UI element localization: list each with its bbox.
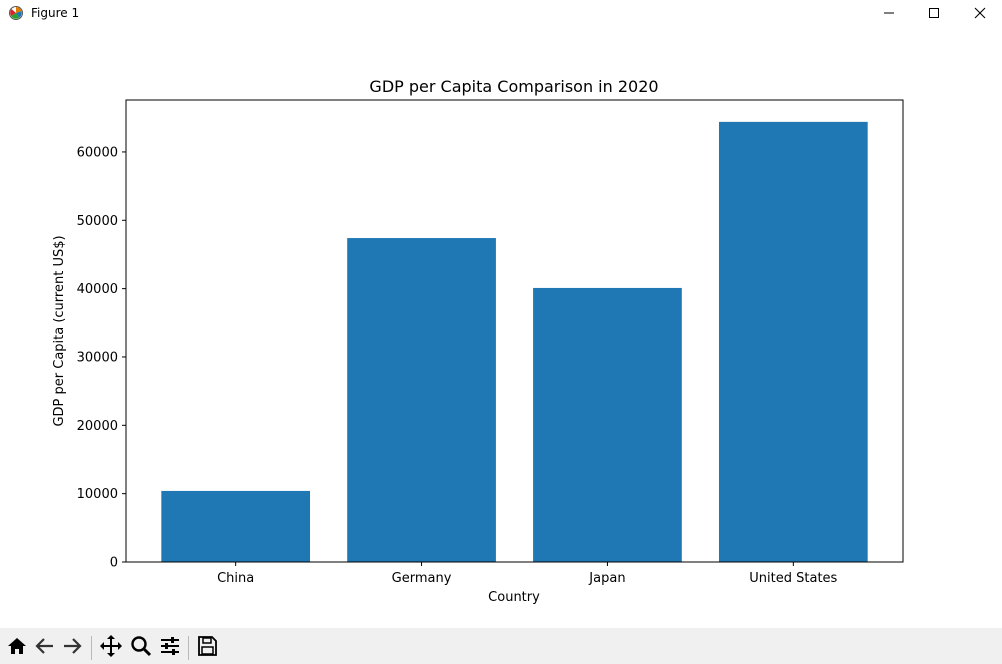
back-button[interactable] [31,634,59,662]
y-tick-label: 50000 [77,214,118,229]
toolbar-separator [188,636,189,660]
matplotlib-figure-icon [8,5,24,21]
home-icon [6,635,28,661]
maximize-button[interactable] [911,0,957,27]
x-tick-label: Japan [588,571,625,586]
save-icon [196,635,218,661]
sliders-icon [159,635,181,661]
close-button[interactable] [957,0,1002,27]
configure-subplots-button[interactable] [156,634,184,662]
plot-area-frame [125,99,904,563]
bar-chart: GDP per Capita Comparison in 2020 0 10000… [52,77,904,605]
y-tick-label: 20000 [77,419,118,434]
minimize-button[interactable] [866,0,912,27]
window-title: Figure 1 [31,6,80,20]
move-icon [99,634,123,662]
bar-united-states [718,121,868,563]
chart-title: GDP per Capita Comparison in 2020 [369,77,658,96]
close-icon [974,4,986,23]
y-tick-label: 40000 [77,282,118,297]
figure-canvas[interactable]: GDP per Capita Comparison in 2020 0 10000… [0,27,1002,628]
bars-group [161,121,868,563]
x-axis: China Germany Japan United States [217,562,838,586]
y-axis: 0 10000 20000 30000 40000 50000 60000 [77,145,126,571]
y-tick-label: 60000 [77,145,118,160]
zoom-button[interactable] [127,634,155,662]
y-axis-label: GDP per Capita (current US$) [52,235,67,426]
bar-germany [347,238,496,562]
y-tick-label: 10000 [77,487,118,502]
x-axis-label: Country [488,590,540,605]
x-tick-label: China [217,571,254,586]
zoom-icon [130,635,152,661]
pan-button[interactable] [97,634,125,662]
navigation-toolbar [0,628,1002,664]
x-tick-label: United States [749,571,837,586]
bar-japan [533,287,682,562]
forward-button[interactable] [58,634,86,662]
x-tick-label: Germany [392,571,452,586]
toolbar-separator [91,636,92,660]
save-button[interactable] [193,634,221,662]
home-button[interactable] [3,634,31,662]
forward-arrow-icon [61,635,83,661]
minimize-icon [883,4,895,23]
bar-china [161,490,311,562]
y-tick-label: 0 [110,556,118,571]
y-tick-label: 30000 [77,350,118,365]
title-bar: Figure 1 [0,0,1002,27]
maximize-icon [928,4,940,23]
back-arrow-icon [34,635,56,661]
